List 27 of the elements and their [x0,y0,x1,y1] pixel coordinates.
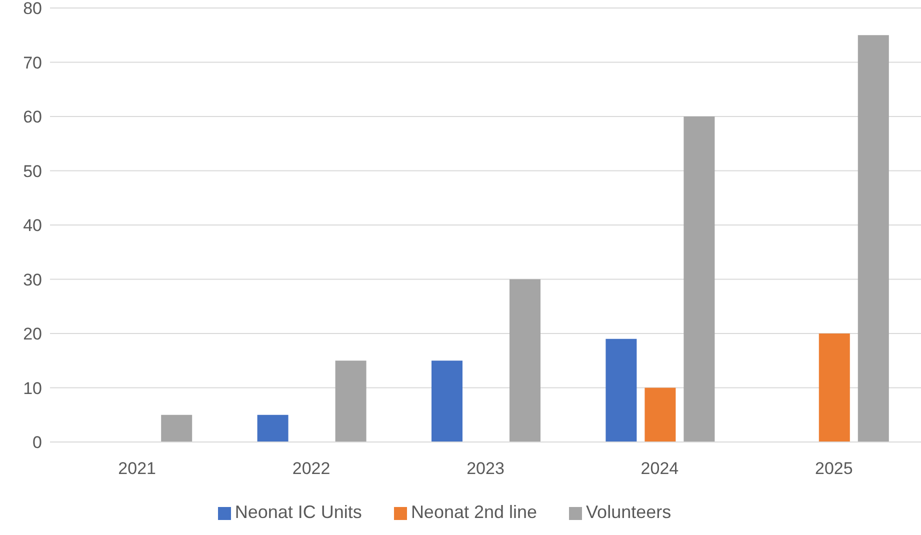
bar [858,35,889,442]
y-tick-label: 20 [23,324,42,344]
y-tick-label: 40 [23,216,42,236]
y-tick-label: 50 [23,162,42,181]
legend-label: Neonat IC Units [234,502,362,522]
x-tick-label: 2023 [466,459,504,478]
y-tick-label: 60 [23,108,42,127]
x-tick-label: 2022 [292,459,330,478]
bar [818,334,850,442]
y-tick-label: 80 [23,0,42,18]
y-tick-label: 10 [23,378,42,398]
bar [432,360,462,442]
y-tick-label: 30 [23,270,42,290]
legend-label: Neonat 2nd line [410,502,538,522]
bar [161,414,192,442]
bar [644,388,676,442]
y-tick-label: 0 [32,433,42,452]
x-tick-label: 2021 [118,459,156,478]
legend-label: Volunteers [586,502,672,522]
bar [606,338,637,442]
bar [510,279,540,442]
x-tick-label: 2025 [814,459,853,478]
bar [257,414,288,442]
bar [335,360,366,442]
y-tick-label: 70 [23,53,42,72]
x-tick-label: 2024 [640,459,679,478]
bar [684,116,715,442]
